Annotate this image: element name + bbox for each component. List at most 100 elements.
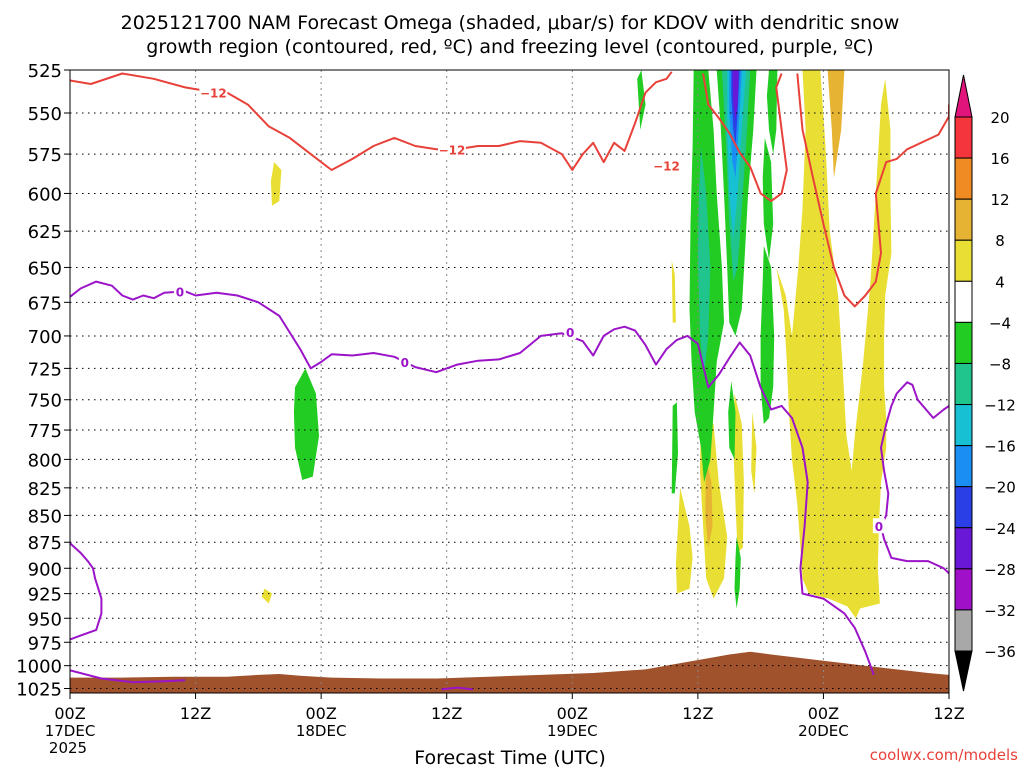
colorbar-band-1 [954,157,973,200]
y-tick-label-1000: 1000 [16,657,62,678]
terrain-area [70,651,949,693]
y-tick-label-800: 800 [28,450,62,471]
colorbar-label-1: 16 [990,150,1009,168]
omega-region-24 [776,70,892,619]
contour-label-bg-6 [872,518,885,534]
contour-line-6 [70,669,186,684]
colorbar-label-12: −32 [984,602,1016,620]
colorbar-label-8: −16 [984,438,1016,456]
terrain-fill [70,651,949,693]
omega-region-1 [270,162,282,206]
x-tick-label-48: 00Z [557,704,588,723]
x-tick-label-36: 12Z [431,704,462,723]
x-date-label-72: 20DEC [798,722,849,740]
contour-labels: −12 −12 −12 0 0 0 0 [173,84,885,534]
omega-region-15 [697,146,711,375]
contour-label-3: 0 [176,285,184,299]
contour-label-1: −12 [439,143,466,157]
colorbar-band-9 [954,486,973,529]
y-tick-label-850: 850 [28,506,62,527]
omega-region-25 [827,70,845,178]
contour-line-4 [880,381,949,575]
omega-region-8 [705,459,713,548]
x-tick-label-72: 00Z [808,704,839,723]
contour-line-3 [70,280,875,676]
y-tick-label-950: 950 [28,609,62,630]
x-date-label-24: 18DEC [296,722,347,740]
omega-region-6 [675,487,693,594]
contour-label-bg-2 [652,157,681,173]
y-tick-label-875: 875 [28,533,62,554]
colorbar-label-3: 8 [995,232,1005,250]
y-tick-label-750: 750 [28,391,62,412]
y-tick-label-600: 600 [28,184,62,205]
y-tick-label-525: 525 [28,61,62,82]
colorbar-band-8 [954,445,973,488]
omega-region-4 [671,402,678,494]
contour-label-bg-1 [437,141,466,157]
omega-region-2 [261,588,272,604]
contour-line-7 [441,686,474,691]
chart-title-line1: 2025121700 NAM Forecast Omega (shaded, μ… [121,12,900,34]
colorbar-band-7 [954,404,973,447]
colorbar-band-6 [954,362,973,406]
x-year-label-0: 2025 [49,739,87,757]
colorbar-band-5 [954,321,973,364]
colorbar-label-2: 12 [990,191,1009,209]
contour-label-0: −12 [200,87,227,101]
contour-label-5: 0 [566,326,574,340]
contour-label-6: 0 [875,520,883,534]
y-tick-label-775: 775 [28,421,62,442]
x-tick-label-24: 00Z [305,704,336,723]
contour-line-2 [796,73,949,308]
omega-region-3 [293,368,319,480]
contour-label-4: 0 [401,356,409,370]
y-tick-label-650: 650 [28,258,62,279]
colorbar-band-3 [954,239,973,282]
y-tick-label-925: 925 [28,585,62,606]
x-tick-label-0: 00Z [54,704,85,723]
colorbar-label-11: −28 [984,561,1016,579]
colorbar-label-7: −12 [984,397,1016,415]
contour-label-bg-4 [398,353,411,369]
colorbar-band-4 [954,280,973,323]
colorbar-label-9: −20 [984,479,1016,497]
colorbar-band-2 [954,198,973,241]
plot-frame [69,69,950,694]
omega-region-9 [733,393,744,553]
colorbar-label-6: −8 [989,355,1011,373]
y-tick-label-725: 725 [28,359,62,380]
contour-label-bg-3 [173,283,186,299]
y-tick-label-575: 575 [28,145,62,166]
omega-region-0 [637,70,646,130]
omega-region-12 [734,536,741,609]
contour-line-0 [70,71,673,171]
contour-line-1 [702,73,788,203]
colorbar-band-10 [954,527,973,570]
omega-shading [261,70,892,619]
contour-label-bg-5 [564,323,577,339]
colorbar: 20 16 12 8 4 −4 −8 −12 −16 −20 −24 −28 −32 −36 [954,74,1016,692]
contour-label-bg-0 [199,84,228,100]
omega-region-10 [751,412,757,494]
x-tick-label-60: 12Z [682,704,713,723]
colorbar-label-4: 4 [995,273,1005,291]
x-tick-label-84: 12Z [933,704,964,723]
omega-region-21 [766,70,778,155]
x-tick-label-12: 12Z [180,704,211,723]
omega-region-20 [732,70,739,122]
colorbar-band-0 [954,116,973,159]
x-axis-label: Forecast Time (UTC) [414,747,605,768]
contour-line-5 [70,542,103,641]
x-date-label-48: 19DEC [547,722,598,740]
y-tick-label-900: 900 [28,559,62,580]
colorbar-label-10: −24 [984,520,1016,538]
credit-text: coolwx.com/models [870,746,1018,764]
colorbar-label-13: −36 [984,643,1016,661]
colorbar-band-11 [954,568,973,611]
y-tick-label-825: 825 [28,479,62,500]
colorbar-label-0: 20 [990,109,1009,127]
contour-label-2: −12 [653,159,680,173]
